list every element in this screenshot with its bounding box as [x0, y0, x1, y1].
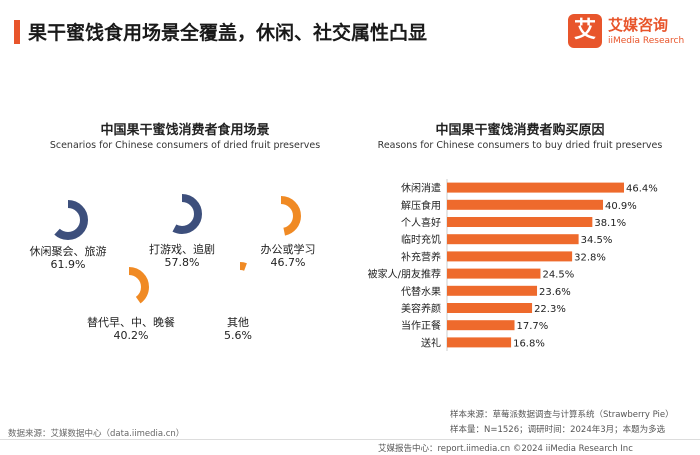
- donut-4: [109, 267, 149, 307]
- footer-copyright: 艾媒报告中心：report.iimedia.cn ©2024 iiMedia R…: [378, 444, 633, 454]
- logo-mark-icon: 艾: [568, 14, 602, 48]
- bar: [447, 320, 515, 331]
- bar-category-label: 代替水果: [401, 285, 441, 298]
- donut-2: [162, 194, 202, 234]
- donut-arc: [220, 262, 260, 302]
- right-chart-subtitle: Reasons for Chinese consumers to buy dri…: [377, 140, 663, 151]
- bar-category-label: 送礼: [421, 336, 441, 349]
- sample-size-note: 样本量：N=1526；调研时间：2024年3月；本题为多选: [450, 425, 666, 435]
- donut-category-label: 休闲聚会、旅游: [29, 245, 107, 258]
- data-source-note: 数据来源：艾媒数据中心（data.iimedia.cn）: [8, 429, 185, 439]
- donut-arc: [109, 267, 149, 307]
- left-chart-subtitle: Scenarios for Chinese consumers of dried…: [49, 140, 321, 151]
- left-chart-title: 中国果干蜜饯消费者食用场景: [100, 123, 270, 138]
- donut-label: 打游戏、追剧 57.8%: [122, 243, 242, 269]
- bar: [447, 303, 533, 313]
- bar-category-label: 当作正餐: [401, 319, 441, 332]
- footer-divider: [0, 439, 700, 440]
- bar-category-label: 被家人/朋友推荐: [368, 268, 441, 281]
- bar-value-label: 17.7%: [517, 321, 549, 332]
- bar-category-label: 个人喜好: [401, 216, 441, 229]
- logo-name-cn: 艾媒咨询: [608, 16, 669, 34]
- bar-value-label: 34.5%: [581, 235, 613, 246]
- bar: [447, 217, 593, 227]
- title-accent-bar: [14, 20, 20, 44]
- bar-value-label: 16.8%: [513, 338, 545, 349]
- donut-category-label: 替代早、中、晚餐: [87, 316, 175, 329]
- donut-arc: [48, 200, 88, 240]
- donut-1: [48, 200, 88, 240]
- bar-category-label: 美容养颜: [401, 302, 441, 315]
- bar-category-label: 补充营养: [401, 250, 441, 263]
- donut-value-label: 57.8%: [164, 256, 200, 269]
- donut-category-label: 办公或学习: [260, 243, 316, 256]
- donut-value-label: 40.2%: [113, 329, 149, 342]
- bar-value-label: 32.8%: [574, 252, 606, 263]
- donut-value-label: 46.7%: [270, 256, 306, 269]
- bar-category-label: 解压食用: [401, 199, 441, 212]
- donut-5: [220, 262, 260, 302]
- page-title: 果干蜜饯食用场景全覆盖，休闲、社交属性凸显: [28, 22, 428, 44]
- donut-arc: [162, 194, 202, 234]
- donut-label: 替代早、中、晚餐 40.2%: [71, 316, 191, 342]
- bar-value-label: 23.6%: [539, 287, 571, 298]
- bar-value-label: 24.5%: [542, 270, 574, 281]
- bar-value-label: 22.3%: [534, 304, 566, 315]
- bar: [447, 285, 538, 296]
- donut-value-label: 61.9%: [50, 258, 86, 271]
- donut-label: 休闲聚会、旅游 61.9%: [8, 245, 128, 271]
- bar: [447, 234, 579, 245]
- donut-arc: [261, 196, 301, 236]
- bar: [447, 251, 573, 262]
- bar: [447, 182, 624, 193]
- iimedia-logo: 艾 艾媒咨询 iiMedia Research: [568, 12, 688, 56]
- donut-category-label: 打游戏、追剧: [149, 243, 215, 256]
- donut-3: [261, 196, 301, 236]
- bar: [447, 268, 541, 279]
- bar-category-label: 临时充饥: [401, 233, 441, 246]
- bar-value-label: 46.4%: [626, 184, 658, 195]
- bar-value-label: 38.1%: [594, 218, 626, 229]
- bar-category-label: 休闲消遣: [401, 182, 441, 195]
- sample-source-note: 样本来源：草莓派数据调查与计算系统（Strawberry Pie）: [450, 410, 674, 420]
- donut-category-label: 其他: [227, 316, 249, 329]
- right-chart-title: 中国果干蜜饯消费者购买原因: [435, 123, 605, 138]
- bar: [447, 199, 604, 210]
- donut-label: 办公或学习 46.7%: [228, 243, 348, 269]
- bar: [447, 337, 512, 348]
- logo-name-en: iiMedia Research: [608, 36, 685, 46]
- donut-value-label: 5.6%: [224, 329, 252, 342]
- donut-label: 其他 5.6%: [178, 316, 298, 342]
- bar-value-label: 40.9%: [605, 201, 637, 212]
